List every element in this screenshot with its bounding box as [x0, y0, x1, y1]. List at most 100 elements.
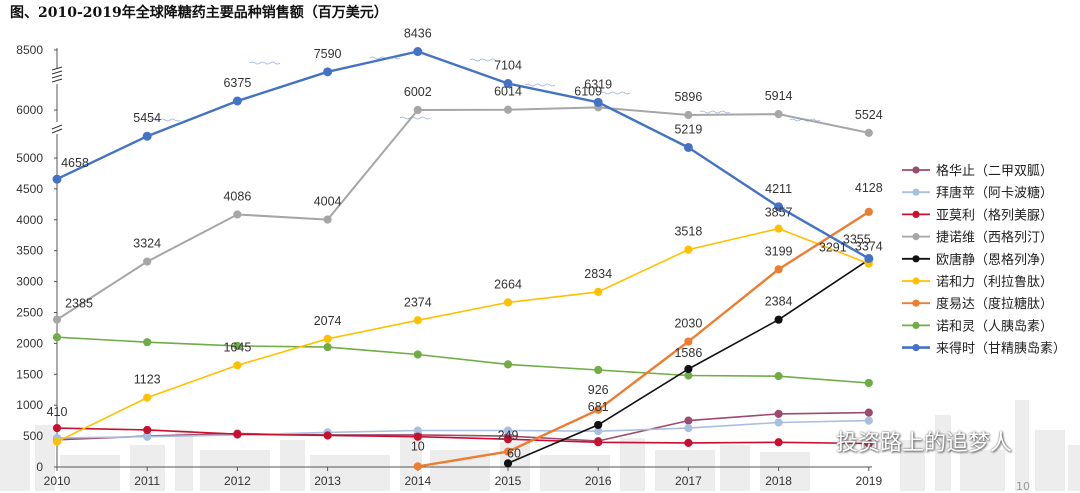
legend-swatch-marker	[912, 210, 920, 218]
legend-item: 拜唐苹（阿卡波糖）	[902, 185, 1053, 201]
skyline-block	[200, 450, 270, 491]
x-tick-label: 2015	[495, 474, 522, 488]
legend-swatch-marker	[912, 188, 920, 196]
series-line	[56, 336, 869, 384]
y-tick-label: 8500	[16, 43, 43, 57]
series-line	[56, 227, 870, 443]
data-point	[594, 405, 603, 414]
series-line	[56, 50, 870, 260]
y-tick-label: 6000	[16, 103, 43, 117]
data-label: 3291	[819, 241, 847, 255]
axis-break-mark	[51, 78, 63, 83]
data-point	[864, 378, 873, 388]
break-squiggle	[399, 116, 431, 120]
data-point	[233, 361, 242, 370]
data-label: 6375	[223, 76, 251, 90]
axes: 0 500 1000 1500 2000 2500 3000 3500 4000 4500 5000…	[16, 43, 882, 488]
data-point	[413, 105, 422, 115]
data-point	[143, 257, 152, 266]
break-squiggle	[524, 83, 556, 87]
series-line	[417, 210, 870, 468]
skyline-block	[655, 450, 715, 491]
data-point	[233, 341, 242, 350]
data-label: 2834	[584, 267, 612, 281]
x-tick-label: 2017	[675, 474, 702, 488]
data-label: 4658	[61, 156, 89, 170]
y-tick-label: 5000	[16, 151, 43, 165]
data-label: 5454	[133, 111, 161, 125]
legend-swatch-marker	[912, 299, 920, 307]
data-point	[52, 437, 62, 446]
data-label: 4086	[223, 189, 251, 203]
series-3	[52, 103, 873, 324]
data-point	[864, 416, 873, 425]
y-tick-label: 2500	[16, 306, 43, 320]
data-point	[52, 315, 62, 324]
data-label: 2374	[404, 295, 432, 309]
data-point	[684, 245, 693, 254]
data-point	[774, 202, 784, 212]
legend: 格华止（二甲双胍） 拜唐苹（阿卡波糖） 亚莫利（格列美脲） 捷诺维（西格列汀） 欧唐静（…	[902, 163, 1066, 357]
data-point	[233, 430, 242, 439]
data-point	[774, 409, 783, 418]
legend-swatch-marker	[912, 233, 920, 241]
data-label: 6319	[584, 77, 612, 91]
x-tick-label: 2014	[404, 474, 431, 488]
data-label: 5896	[674, 90, 702, 104]
data-point	[864, 128, 873, 137]
data-label: 10	[411, 439, 425, 453]
data-point	[232, 96, 242, 106]
skyline-block	[400, 435, 422, 491]
data-point	[143, 432, 152, 441]
legend-item: 格华止（二甲双胍）	[902, 163, 1053, 179]
data-point	[503, 298, 513, 307]
series-8	[52, 47, 874, 263]
series-line	[56, 427, 869, 445]
data-label: 3518	[674, 225, 702, 239]
legend-label: 格华止（二甲双胍）	[936, 163, 1053, 179]
data-point	[503, 105, 513, 114]
data-point	[684, 337, 693, 346]
data-label: 6109	[574, 84, 602, 98]
data-label: 249	[498, 429, 519, 443]
data-point	[774, 438, 783, 447]
data-label: 5914	[765, 89, 793, 103]
data-point	[774, 418, 783, 427]
series-line	[56, 411, 869, 442]
y-tick-label: 1000	[16, 398, 43, 412]
skyline-block	[1068, 445, 1080, 491]
axis-break-mark	[51, 124, 63, 130]
skyline-block	[760, 452, 810, 491]
skyline-block	[620, 438, 645, 491]
skyline-block	[900, 440, 925, 491]
data-label: 3199	[765, 244, 793, 258]
data-point	[864, 253, 874, 263]
data-point	[594, 420, 603, 430]
skyline-block	[935, 415, 951, 491]
data-label: 681	[588, 400, 609, 414]
data-point	[593, 97, 603, 107]
data-label: 2664	[494, 277, 522, 291]
x-tick-label: 2018	[765, 474, 792, 488]
series-line	[56, 419, 869, 439]
data-point	[774, 265, 783, 274]
data-point	[594, 287, 603, 296]
data-point	[52, 174, 62, 184]
legend-label: 度易达（度拉糖肽）	[936, 296, 1053, 312]
data-point	[864, 439, 873, 448]
break-squiggle	[789, 118, 821, 122]
data-point	[864, 207, 873, 216]
data-label: 2030	[674, 317, 702, 331]
skyline-block	[960, 450, 1005, 491]
x-tick-label: 2012	[224, 474, 251, 488]
data-point	[413, 47, 423, 57]
data-point	[323, 215, 332, 224]
data-point	[774, 110, 783, 119]
skyline-block	[310, 455, 390, 491]
data-point	[503, 360, 513, 369]
data-point	[774, 224, 783, 233]
data-point	[684, 423, 693, 433]
data-point	[684, 416, 693, 425]
data-point	[503, 426, 513, 435]
